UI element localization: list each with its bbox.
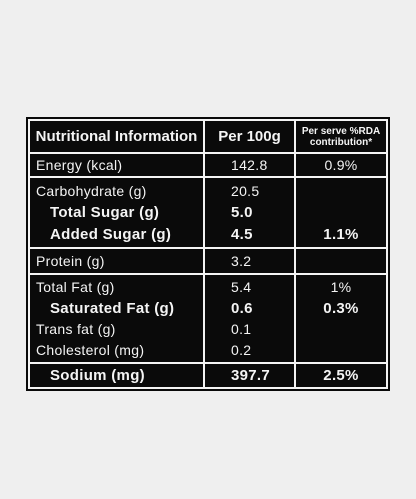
per-100g: 3.2: [231, 253, 252, 269]
group-column: 5.4 0.6 0.1 0.2: [205, 275, 294, 362]
group-column: 1% 0.3%: [296, 275, 386, 362]
group-column: [296, 249, 386, 273]
group-column: Total Fat (g) Saturated Fat (g) Trans fat …: [30, 275, 203, 362]
per-100g: 0.2: [231, 341, 252, 358]
per-100g: 0.1: [231, 320, 252, 337]
empty-slot: [296, 202, 386, 224]
label: Sodium (mg): [50, 366, 145, 384]
label: Carbohydrate (g): [36, 182, 147, 199]
label: Saturated Fat (g): [50, 299, 175, 317]
rda: 1%: [330, 278, 352, 295]
group-column: Protein (g): [30, 249, 203, 273]
label: Protein (g): [36, 253, 105, 269]
per-100g: 5.0: [231, 203, 253, 221]
group-column: Energy (kcal): [30, 154, 203, 176]
group-column: 2.5%: [296, 364, 386, 387]
group-column: 142.8: [205, 154, 294, 176]
header-name: Nutritional Information: [30, 121, 203, 152]
rda: 1.1%: [323, 225, 359, 243]
group-column: Carbohydrate (g) Total Sugar (g) Added Sug…: [30, 178, 203, 247]
per-100g: 0.6: [231, 299, 253, 317]
group-column: 397.7: [205, 364, 294, 387]
group-column: 1.1%: [296, 178, 386, 247]
label: Total Sugar (g): [50, 203, 160, 221]
per-100g: 4.5: [231, 225, 253, 243]
per-100g: 5.4: [231, 278, 252, 295]
per-100g: 397.7: [231, 366, 271, 384]
empty-slot: [296, 319, 386, 340]
rda: 2.5%: [323, 366, 359, 384]
empty-slot: [296, 250, 386, 272]
per-100g: 142.8: [231, 157, 268, 173]
group-column: 3.2: [205, 249, 294, 273]
group-column: 20.5 5.0 4.5: [205, 178, 294, 247]
label: Energy (kcal): [36, 157, 123, 173]
empty-slot: [296, 340, 386, 361]
per-100g: 20.5: [231, 182, 260, 199]
label: Added Sugar (g): [50, 225, 172, 243]
header-per-100g: Per 100g: [205, 121, 294, 152]
group-column: Sodium (mg): [30, 364, 203, 387]
label: Total Fat (g): [36, 278, 115, 295]
group-column: 0.9%: [296, 154, 386, 176]
rda: 0.3%: [323, 299, 359, 317]
nutrition-table: Nutritional Information Per 100g Per ser…: [28, 119, 388, 389]
label: Cholesterol (mg): [36, 341, 145, 358]
label: Trans fat (g): [36, 320, 116, 337]
header-rda: Per serve %RDA contribution*: [296, 121, 386, 152]
empty-slot: [296, 180, 386, 202]
rda: 0.9%: [324, 157, 358, 173]
